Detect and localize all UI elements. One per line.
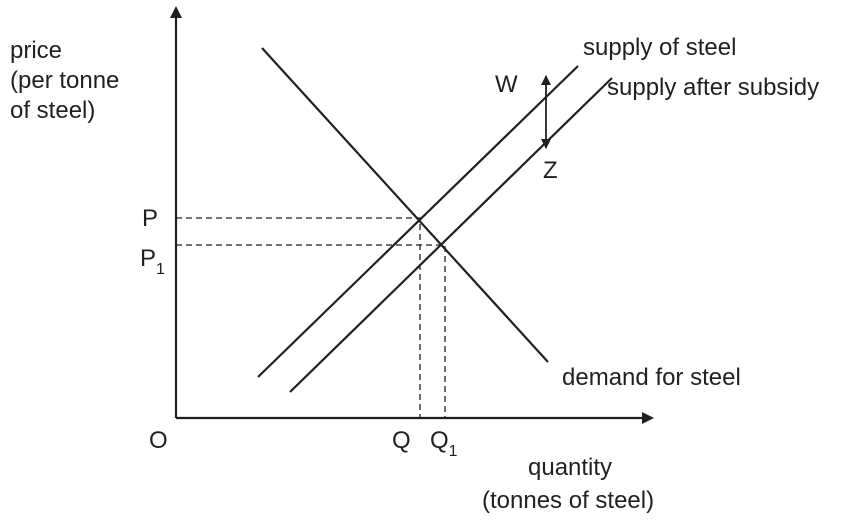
y-axis-label: price: [10, 37, 62, 64]
supply-subsidy-label: supply after subsidy: [607, 74, 819, 101]
x-axis-label: (tonnes of steel): [482, 487, 654, 514]
price-label: P1: [140, 245, 165, 278]
x-axis-label: quantity: [528, 454, 612, 481]
y-axis-label: (per tonne: [10, 67, 119, 94]
label-main: P: [140, 245, 156, 272]
guide-p-q: [176, 217, 421, 418]
origin-label: O: [149, 427, 168, 454]
label-main: Q: [430, 427, 449, 454]
point-label: W: [495, 71, 518, 98]
y-axis-label: of steel): [10, 97, 95, 124]
supply-label: supply of steel: [583, 34, 736, 61]
price-label: P: [142, 205, 158, 232]
label-subscript: 1: [449, 443, 458, 460]
quantity-label: Q1: [430, 427, 458, 460]
point-label: Z: [543, 157, 558, 184]
quantity-label: Q: [392, 427, 411, 454]
guide-p1-q1: [176, 244, 446, 418]
supply-line: [257, 65, 579, 378]
demand-label: demand for steel: [562, 364, 741, 391]
label-subscript: 1: [156, 261, 165, 278]
supply-subsidy-line: [289, 77, 613, 393]
demand-line: [261, 47, 549, 363]
